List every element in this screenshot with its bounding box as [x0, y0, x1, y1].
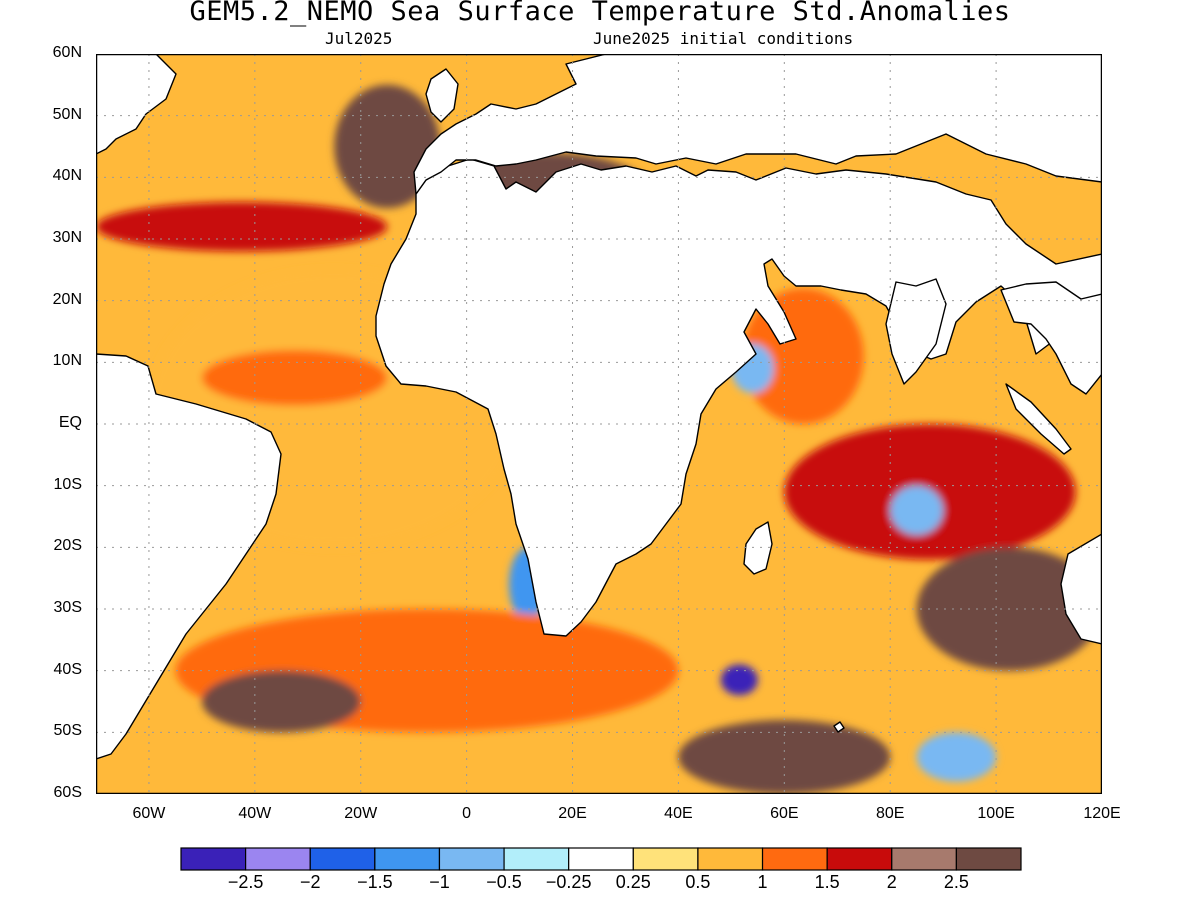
colorbar-swatch: [955, 847, 1022, 871]
lon-label: 40W: [238, 805, 272, 822]
colorbar-tick-label: 2: [886, 872, 897, 892]
anomaly-region-10: [678, 720, 891, 794]
colorbar-swatch: [245, 847, 311, 871]
anomaly-region-0: [96, 202, 388, 252]
lat-label: 30S: [53, 599, 82, 616]
lon-label: 60E: [770, 805, 799, 822]
anomaly-region-3: [201, 350, 388, 406]
lat-label: 40N: [52, 167, 82, 185]
colorbar-tick-label: −2: [299, 872, 321, 892]
colorbar-swatch: [632, 847, 699, 871]
colorbar-swatch: [438, 847, 505, 871]
colorbar-swatch: [891, 847, 957, 871]
lat-label: 60N: [52, 44, 82, 61]
colorbar-swatch: [761, 847, 828, 871]
north-america-landmass: [96, 54, 177, 155]
valid-month-label: Jul2025: [325, 29, 393, 48]
colorbar: [180, 847, 1022, 871]
colorbar-swatch: [309, 847, 376, 871]
africa-landmass: [375, 158, 1102, 637]
south-america-landmass: [96, 353, 282, 760]
lat-label: 60S: [53, 784, 82, 801]
colorbar-tick-label: 1: [757, 872, 768, 892]
lon-label: 100E: [977, 805, 1015, 822]
lon-label: 120E: [1083, 805, 1121, 822]
colorbar-tick-label: −1.5: [357, 872, 393, 892]
anomaly-region-12: [201, 670, 361, 733]
sumatra-landmass: [1005, 383, 1072, 455]
lat-label: 20N: [52, 290, 82, 308]
anomaly-map: [96, 54, 1102, 794]
anomaly-region-14: [916, 732, 997, 782]
lat-label: EQ: [58, 414, 82, 431]
map-title: GEM5.2_NEMO Sea Surface Temperature Std.…: [189, 0, 1011, 27]
lon-label: 60W: [132, 805, 166, 822]
lon-label: 80E: [875, 805, 905, 822]
anomaly-region-13: [720, 664, 758, 696]
lat-label: 10S: [53, 475, 82, 493]
lon-label: 40E: [664, 805, 693, 822]
lat-label: 10N: [52, 352, 82, 370]
colorbar-tick-label: 1.5: [814, 872, 840, 892]
map-frame: [96, 54, 1102, 794]
colorbar-tick-label: 0.5: [685, 872, 711, 892]
colorbar-tick-label: −1: [429, 872, 450, 892]
lat-label: 30N: [52, 229, 82, 246]
lat-label: 40S: [53, 660, 82, 678]
anomaly-region-9: [890, 485, 944, 535]
india-landmass: [885, 278, 947, 385]
colorbar-swatch: [503, 847, 570, 871]
graticule: [96, 54, 1102, 794]
colorbar-tick-label: 2.5: [943, 872, 969, 892]
se-asia-landmass: [1000, 281, 1102, 395]
colorbar-tick-label: 0.25: [615, 872, 651, 892]
lon-label: 0: [462, 805, 472, 822]
colorbar-swatch: [826, 847, 893, 871]
europe-landmass: [413, 54, 1102, 195]
lat-label: 50S: [53, 722, 82, 740]
lon-label: 20W: [344, 805, 378, 822]
lat-label: 20S: [53, 537, 82, 555]
colorbar-tick-label: −0.25: [545, 872, 592, 892]
kerguelen-island: [833, 721, 845, 733]
lat-label: 50N: [52, 105, 82, 123]
land-masses: [96, 54, 1102, 760]
colorbar-swatch: [180, 847, 247, 871]
init-conditions-label: June2025 initial conditions: [593, 29, 854, 48]
colorbar-swatch: [374, 847, 441, 871]
australia-landmass: [1060, 533, 1102, 645]
colorbar-tick-label: −0.5: [486, 872, 522, 892]
colorbar-tick-label: −2.5: [227, 872, 264, 892]
colorbar-swatch: [697, 847, 764, 871]
lon-label: 20E: [558, 805, 587, 822]
british-isles-landmass: [425, 68, 459, 123]
colorbar-swatch: [568, 847, 634, 871]
